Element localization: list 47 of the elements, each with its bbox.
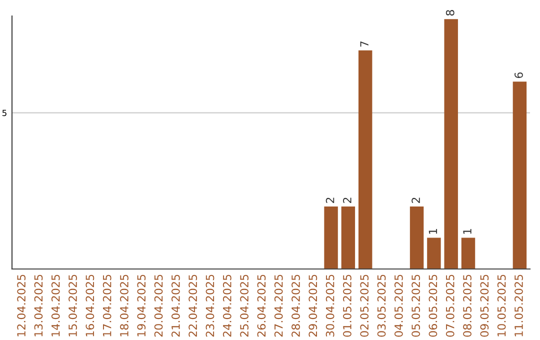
data-label: 8 xyxy=(446,10,454,16)
bar xyxy=(358,50,372,269)
y-tick-label: 5 xyxy=(2,110,6,116)
x-tick-label: 13.04.2025 xyxy=(34,274,43,336)
x-tick-label: 11.05.2025 xyxy=(514,274,523,336)
x-tick-label: 18.04.2025 xyxy=(120,274,128,336)
data-label: 6 xyxy=(514,72,523,78)
bar xyxy=(512,82,527,269)
data-label: 7 xyxy=(360,41,368,47)
data-label: 2 xyxy=(412,198,420,203)
x-tick-label: 17.04.2025 xyxy=(102,274,112,336)
x-tick-label: 12.04.2025 xyxy=(17,274,26,336)
x-tick-label: 09.05.2025 xyxy=(480,274,489,337)
x-tick-label: 10.05.2025 xyxy=(497,274,506,336)
x-tick-label: 02.05.2025 xyxy=(360,274,369,337)
bar xyxy=(461,238,476,269)
x-tick-label: 08.05.2025 xyxy=(463,274,472,337)
data-label: 2 xyxy=(343,198,352,203)
x-tick-label: 15.04.2025 xyxy=(68,274,77,336)
x-tick-label: 07.05.2025 xyxy=(446,274,454,337)
bar xyxy=(427,238,441,269)
x-tick-label: 14.04.2025 xyxy=(51,274,60,336)
x-tick-label: 01.05.2025 xyxy=(343,274,352,337)
x-tick-label: 26.04.2025 xyxy=(257,274,266,337)
bar xyxy=(410,206,424,269)
x-tick-label: 19.04.2025 xyxy=(137,274,146,336)
x-tick-label: 06.05.2025 xyxy=(428,274,438,337)
x-tick-label: 27.04.2025 xyxy=(274,274,283,337)
data-label: 1 xyxy=(428,228,438,234)
x-tick-label: 21.04.2025 xyxy=(171,274,180,337)
x-tick-label: 30.04.2025 xyxy=(326,274,334,337)
x-tick-label: 25.04.2025 xyxy=(240,274,248,337)
data-label: 2 xyxy=(326,198,334,203)
x-tick-label: 03.05.2025 xyxy=(377,274,386,337)
x-tick-label: 04.05.2025 xyxy=(394,274,403,337)
x-tick-label: 29.04.2025 xyxy=(308,274,318,337)
x-tick-label: 20.04.2025 xyxy=(154,274,163,337)
x-tick-label: 16.04.2025 xyxy=(86,274,94,336)
x-tick-label: 28.04.2025 xyxy=(292,274,300,337)
bar xyxy=(324,206,338,269)
bar xyxy=(444,19,458,269)
x-tick-label: 23.04.2025 xyxy=(206,274,214,337)
bar xyxy=(341,206,356,269)
x-tick-label: 05.05.2025 xyxy=(412,274,420,337)
data-label: 1 xyxy=(463,228,472,234)
x-tick-label: 24.04.2025 xyxy=(222,274,232,337)
x-tick-label: 22.04.2025 xyxy=(188,274,198,337)
